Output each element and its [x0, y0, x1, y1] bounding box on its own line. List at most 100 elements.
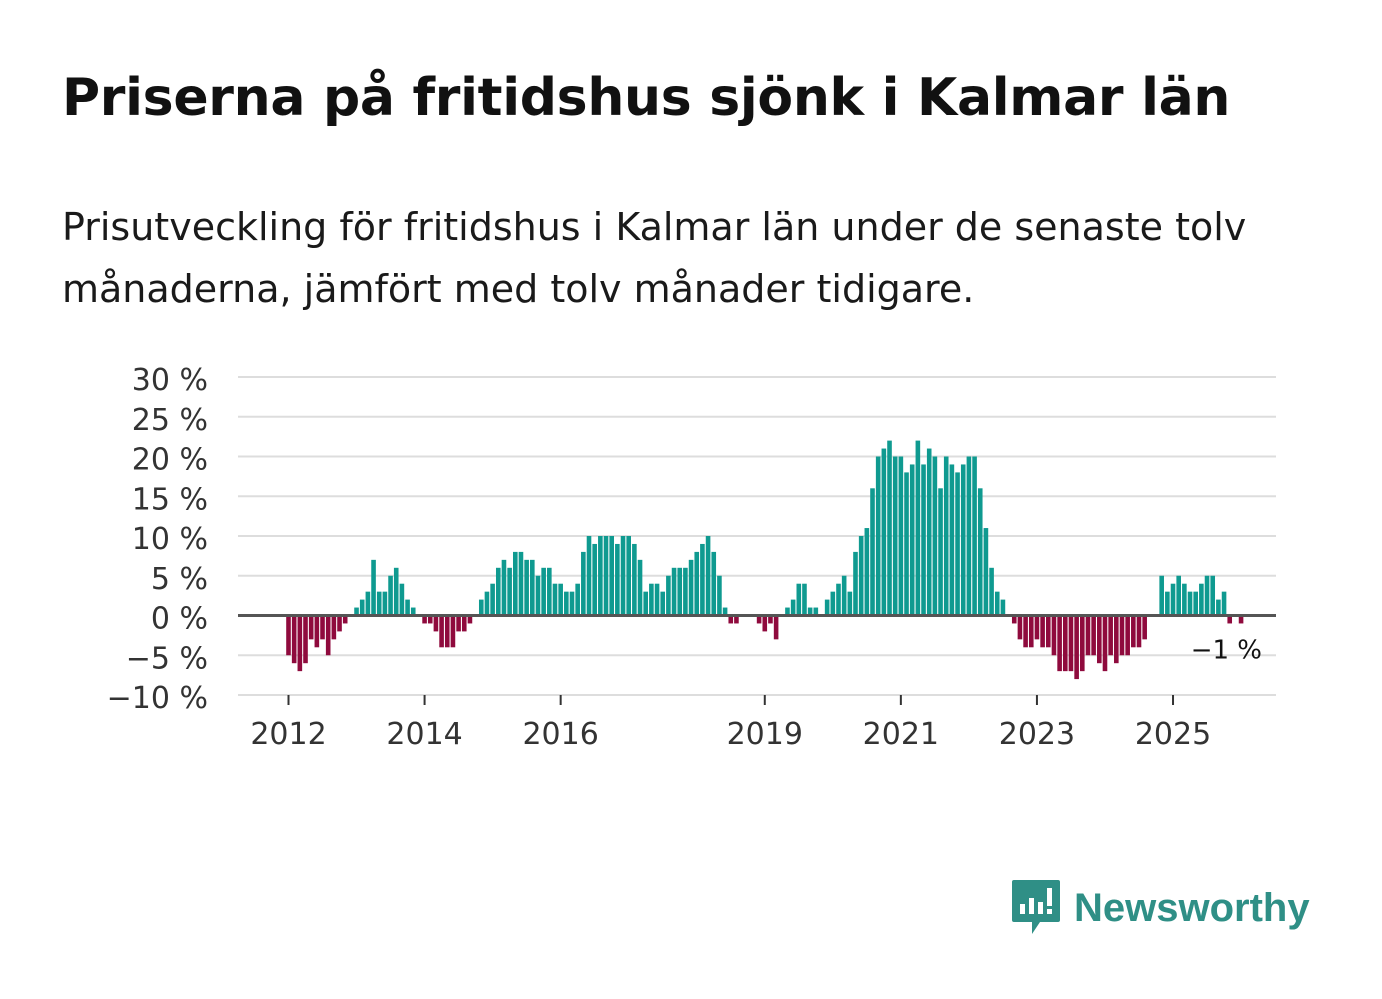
y-tick-label: 10 % — [132, 522, 208, 557]
bar — [552, 583, 558, 616]
x-tick-label: 2023 — [999, 717, 1075, 752]
bar — [796, 583, 802, 616]
bar — [898, 456, 904, 616]
bar — [558, 583, 563, 616]
bar — [507, 567, 512, 616]
bar — [836, 583, 841, 616]
bar — [513, 551, 518, 616]
bar — [853, 551, 858, 616]
y-tick-label: −5 % — [126, 641, 208, 676]
bar — [286, 615, 291, 656]
bar — [887, 440, 892, 616]
bar — [1000, 599, 1006, 616]
bar — [1108, 615, 1113, 656]
bar — [1028, 615, 1034, 648]
bar — [909, 464, 915, 616]
bar — [382, 591, 388, 616]
bar — [297, 615, 303, 672]
bar — [547, 567, 552, 616]
bar — [609, 536, 614, 616]
bar — [756, 615, 762, 624]
bar — [575, 583, 580, 616]
bar — [1221, 591, 1227, 616]
bar — [467, 615, 473, 624]
bar — [444, 615, 450, 648]
bar — [1057, 615, 1062, 672]
bar — [1199, 583, 1204, 616]
bar — [541, 567, 546, 616]
bar — [694, 551, 700, 616]
bar — [1102, 615, 1108, 672]
bar — [1114, 615, 1119, 664]
bar — [478, 599, 484, 616]
bar — [875, 456, 881, 616]
bar — [1210, 575, 1216, 616]
bar — [1193, 591, 1198, 616]
bar — [1085, 615, 1091, 656]
bar — [569, 591, 575, 616]
brand-name: Newsworthy — [1074, 885, 1310, 930]
bar — [881, 448, 887, 616]
bar — [734, 615, 739, 624]
bar — [1034, 615, 1040, 640]
bar — [1074, 615, 1079, 680]
bar — [824, 599, 830, 616]
bar — [359, 599, 365, 616]
bar — [677, 567, 683, 616]
bar — [864, 528, 870, 616]
bar — [1182, 583, 1187, 616]
bar — [1159, 575, 1164, 616]
bar — [342, 615, 348, 624]
bar — [671, 567, 677, 616]
bar — [1097, 615, 1102, 664]
bar — [921, 464, 926, 616]
bar — [1040, 615, 1045, 648]
bar — [490, 583, 495, 616]
bar — [768, 615, 773, 624]
bar — [1142, 615, 1147, 640]
bar — [354, 607, 359, 616]
bar — [461, 615, 467, 632]
bar — [427, 615, 433, 624]
bar — [1017, 615, 1023, 640]
bar — [626, 536, 631, 616]
bar — [717, 575, 722, 616]
bar — [598, 536, 603, 616]
bar — [376, 591, 382, 616]
bar — [393, 567, 399, 616]
bar — [1023, 615, 1028, 648]
bar — [926, 448, 932, 616]
y-tick-label: 15 % — [132, 482, 208, 517]
y-tick-label: 25 % — [132, 403, 208, 438]
bar — [983, 528, 989, 616]
bar — [1187, 591, 1193, 616]
bar — [938, 488, 943, 616]
bar — [314, 615, 320, 648]
bar — [649, 583, 654, 616]
bar — [802, 583, 807, 616]
newsworthy-logo-icon — [1012, 880, 1060, 934]
bar — [688, 559, 694, 616]
bar — [524, 559, 529, 616]
x-axis: 2012 2014 2016 2019 2021 2023 2025 — [250, 695, 1211, 752]
bar — [1062, 615, 1068, 672]
bar — [439, 615, 444, 648]
bar — [870, 488, 875, 616]
bar — [785, 607, 790, 616]
bar — [790, 599, 796, 616]
bar — [915, 440, 921, 616]
bar — [711, 551, 717, 616]
bar — [1091, 615, 1096, 656]
bar — [637, 559, 643, 616]
bar — [1131, 615, 1136, 648]
bar — [1125, 615, 1130, 656]
bar — [960, 464, 966, 616]
bar — [405, 599, 410, 616]
bar — [762, 615, 768, 632]
bars — [286, 440, 1244, 680]
bar — [586, 536, 592, 616]
y-tick-label: 5 % — [151, 562, 208, 597]
bar — [972, 456, 977, 616]
bar — [847, 591, 853, 616]
bar — [450, 615, 456, 648]
